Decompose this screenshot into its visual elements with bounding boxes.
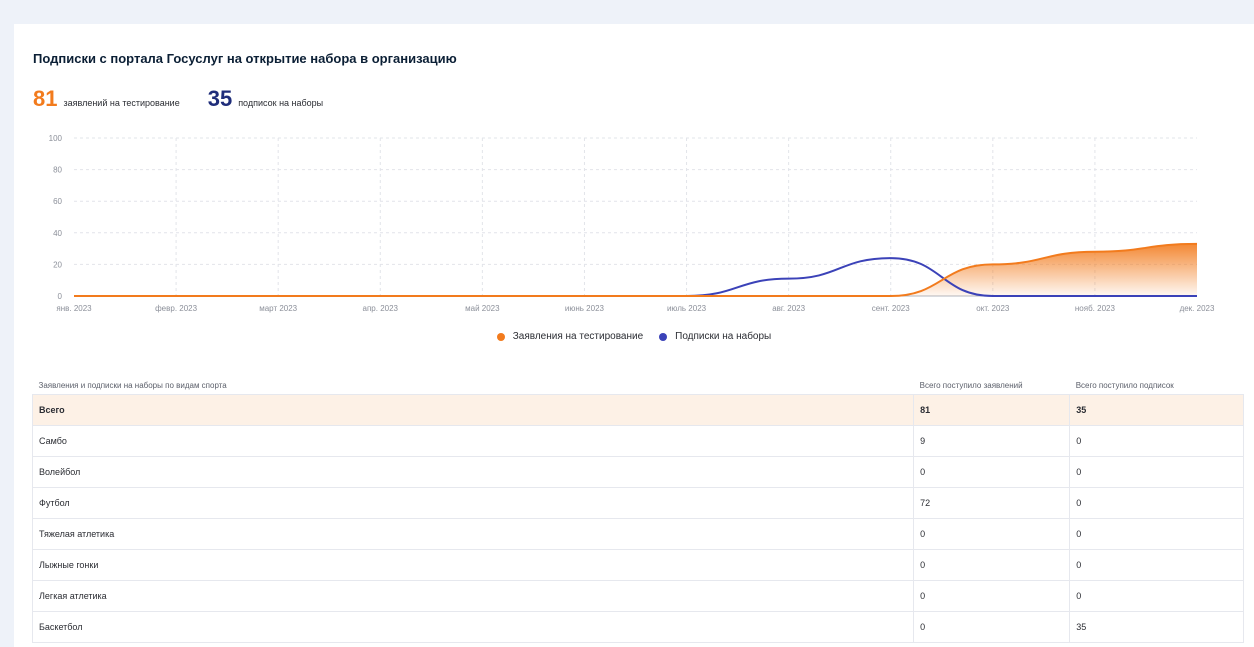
- legend-label-applications: Заявления на тестирование: [512, 331, 644, 342]
- cell-applications: 0: [913, 611, 1071, 643]
- x-tick-label: май 2023: [465, 304, 500, 313]
- cell-subscriptions: 0: [1069, 425, 1244, 457]
- table-row: Футбол 72 0: [31, 487, 1244, 519]
- x-tick-label: авг. 2023: [772, 304, 805, 313]
- table-row: Волейбол 0 0: [31, 456, 1244, 488]
- legend-dot-orange: [496, 332, 505, 341]
- header-applications[interactable]: Всего поступило заявлений: [919, 380, 1023, 390]
- page-title: Подписки с портала Госуслуг на открытие …: [33, 51, 457, 66]
- cell-name: Лыжные гонки: [31, 549, 915, 581]
- x-tick-label: апр. 2023: [363, 304, 399, 313]
- table-row: Самбо 9 0: [31, 425, 1244, 457]
- x-tick-label: сент. 2023: [872, 304, 910, 313]
- y-tick-label: 100: [49, 134, 63, 143]
- cell-applications: 0: [913, 580, 1071, 612]
- cell-applications: 0: [913, 549, 1071, 581]
- y-tick-label: 80: [53, 166, 62, 175]
- header-subscriptions[interactable]: Всего поступило подписок: [1075, 380, 1174, 390]
- dashboard-card: Подписки с портала Госуслуг на открытие …: [14, 24, 1254, 647]
- table-row: Лыжные гонки 0 0: [31, 549, 1244, 581]
- legend-item-subscriptions[interactable]: Подписки на наборы: [659, 331, 771, 342]
- applications-count: 81: [33, 86, 58, 111]
- line-chart: 0 20 40 60 80 100 янв. 2023 февр. 2023 март 2023…: [49, 134, 1215, 313]
- x-tick-label: нояб. 2023: [1075, 304, 1116, 313]
- cell-applications: 81: [913, 394, 1071, 426]
- y-tick-label: 20: [53, 260, 62, 269]
- cell-subscriptions: 0: [1069, 580, 1244, 612]
- cell-subscriptions: 0: [1069, 456, 1244, 488]
- subscriptions-count: 35: [207, 86, 233, 111]
- cell-subscriptions: 35: [1069, 611, 1244, 643]
- cell-applications: 0: [913, 456, 1071, 488]
- y-tick-label: 40: [53, 229, 62, 238]
- cell-name: Волейбол: [31, 456, 915, 488]
- sports-table: Заявления и подписки на наборы по видам …: [31, 376, 1244, 643]
- cell-name: Всего: [31, 394, 915, 426]
- applications-line: [74, 242, 1198, 297]
- cell-applications: 9: [913, 425, 1071, 457]
- legend-item-applications[interactable]: Заявления на тестирование: [496, 331, 644, 342]
- cell-applications: 72: [913, 487, 1071, 519]
- cell-subscriptions: 0: [1069, 518, 1244, 550]
- table-row: Тяжелая атлетика 0 0: [31, 518, 1244, 550]
- y-tick-label: 60: [53, 197, 62, 206]
- table-row: Баскетбол 0 35: [31, 611, 1244, 643]
- cell-name: Тяжелая атлетика: [31, 518, 915, 550]
- cell-applications: 0: [913, 518, 1071, 550]
- stats-summary: 81 заявлений на тестирование 35 подписок…: [33, 86, 351, 112]
- x-tick-label: июнь 2023: [565, 304, 605, 313]
- cell-name: Баскетбол: [31, 611, 915, 643]
- header-sport[interactable]: Заявления и подписки на наборы по видам …: [38, 380, 227, 390]
- x-tick-label: февр. 2023: [155, 304, 198, 313]
- x-tick-label: март 2023: [259, 304, 297, 313]
- x-tick-label: янв. 2023: [56, 304, 92, 313]
- cell-name: Футбол: [31, 487, 915, 519]
- table-row-total: Всего 81 35: [31, 394, 1244, 426]
- y-tick-label: 0: [58, 292, 63, 301]
- legend-dot-blue: [659, 332, 668, 341]
- legend-label-subscriptions: Подписки на наборы: [675, 331, 772, 342]
- x-tick-label: июль 2023: [667, 304, 707, 313]
- cell-subscriptions: 0: [1069, 549, 1244, 581]
- subscriptions-label: подписок на наборы: [238, 98, 324, 108]
- cell-subscriptions: 0: [1069, 487, 1244, 519]
- x-tick-label: дек. 2023: [1180, 304, 1215, 313]
- chart-legend: Заявления на тестирование Подписки на на…: [14, 331, 1254, 342]
- cell-name: Самбо: [31, 425, 915, 457]
- applications-label: заявлений на тестирование: [63, 98, 180, 108]
- table-row: Легкая атлетика 0 0: [31, 580, 1244, 612]
- applications-area: [890, 243, 1197, 296]
- cell-subscriptions: 35: [1069, 394, 1244, 426]
- table-header-row: Заявления и подписки на наборы по видам …: [33, 376, 1244, 395]
- cell-name: Легкая атлетика: [31, 580, 915, 612]
- x-tick-label: окт. 2023: [976, 304, 1010, 313]
